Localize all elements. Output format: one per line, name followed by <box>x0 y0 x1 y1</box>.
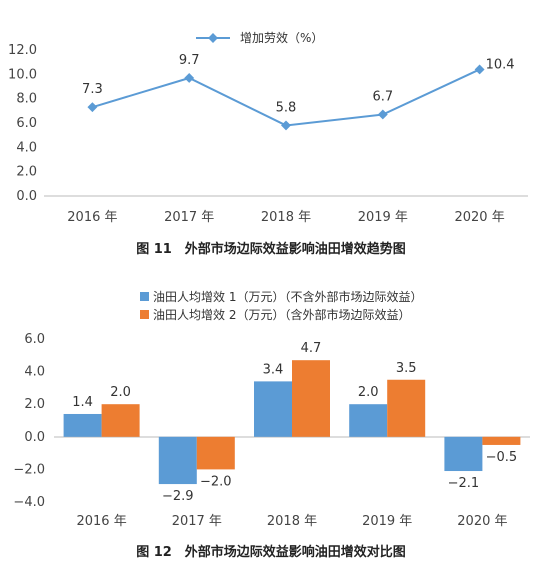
line-point <box>281 120 291 131</box>
bar-data-label: −2.0 <box>200 474 232 489</box>
bar-2 <box>196 436 235 470</box>
line-point <box>184 73 195 83</box>
line-data-label: 6.7 <box>372 89 393 104</box>
line-chart: 增加劳效（%） 0.02.04.06.08.010.012.0 2016 年 20… <box>8 30 528 257</box>
bar-x-tick-label: 2019 年 <box>362 514 412 529</box>
line-x-ticks: 2016 年 2017 年 2018 年 2019 年 2020 年 <box>67 210 504 225</box>
bar-data-label: 2.0 <box>358 385 379 400</box>
line-y-tick-label: 4.0 <box>16 140 37 155</box>
bar-data-label: 1.4 <box>72 395 93 410</box>
line-legend-label: 增加劳效（%） <box>240 30 323 45</box>
bar-x-tick-label: 2016 年 <box>76 514 126 529</box>
bar-x-ticks: 2016 年 2017 年 2018 年 2019 年 2020 年 <box>76 514 507 529</box>
line-y-tick-label: 10.0 <box>8 67 37 82</box>
bar-y-tick-label: 0.0 <box>24 430 45 445</box>
bar-1 <box>63 413 102 437</box>
bar-2 <box>387 379 426 437</box>
bar-chart-caption: 图 12 外部市场边际效益影响油田增效对比图 <box>136 544 406 560</box>
line-data-label: 10.4 <box>486 57 515 72</box>
bar-data-label: −2.1 <box>448 476 480 491</box>
bar-legend-swatch-1 <box>140 292 149 301</box>
bar-1 <box>254 381 292 437</box>
line-point <box>377 109 388 120</box>
bar-data-label: 4.7 <box>301 341 322 356</box>
line-series-path <box>92 68 481 127</box>
line-y-tick-label: 12.0 <box>8 43 37 58</box>
bar-x-tick-label: 2018 年 <box>267 514 317 529</box>
bar-data-label: −2.9 <box>162 489 194 504</box>
bar-1 <box>158 436 197 485</box>
bar-y-tick-label: 4.0 <box>24 365 45 380</box>
bar-1 <box>349 404 388 437</box>
line-data-label: 7.3 <box>82 82 103 97</box>
line-point <box>474 64 485 75</box>
line-x-tick-label: 2019 年 <box>358 210 408 225</box>
bar-x-tick-label: 2017 年 <box>172 514 222 529</box>
line-chart-caption: 图 11 外部市场边际效益影响油田增效趋势图 <box>136 241 406 257</box>
line-data-label: 5.8 <box>276 100 297 115</box>
line-y-axis: 0.0 2.0 4.0 6.0 8.0 10.0 12.0 <box>8 43 37 204</box>
line-x-tick-label: 2016 年 <box>67 210 117 225</box>
bar-legend-label-1: 油田人均增效 1（万元）（不含外部市场边际效益） <box>153 289 422 304</box>
bar-data-label: −0.5 <box>486 450 518 465</box>
line-point <box>87 102 98 113</box>
bar-data-label: 2.0 <box>110 385 131 400</box>
bar-x-tick-label: 2020 年 <box>457 514 507 529</box>
line-legend: 增加劳效（%） <box>196 30 323 45</box>
line-y-tick-label: 6.0 <box>16 116 37 131</box>
line-y-tick-label: 8.0 <box>16 92 37 107</box>
line-y-tick-label: 2.0 <box>16 165 37 180</box>
bar-y-axis: −4.0 −2.0 0.0 2.0 4.0 6.0 <box>13 332 45 510</box>
bar-y-tick-label: 6.0 <box>24 332 45 347</box>
bar-2 <box>292 360 330 437</box>
bar-legend-label-2: 油田人均增效 2（万元）（含外部市场边际效益） <box>153 307 410 322</box>
bar-y-tick-label: 2.0 <box>24 397 45 412</box>
bar-legend-swatch-2 <box>140 310 149 319</box>
line-x-tick-label: 2020 年 <box>454 210 504 225</box>
bar-2 <box>482 436 521 445</box>
line-series: 7.3 9.7 5.8 6.7 10.4 <box>82 53 515 131</box>
bar-y-tick-label: −4.0 <box>13 495 45 510</box>
line-x-tick-label: 2018 年 <box>261 210 311 225</box>
line-legend-marker <box>208 33 218 43</box>
bar-y-tick-label: −2.0 <box>13 462 45 477</box>
bar-data-label: 3.5 <box>396 361 417 376</box>
bar-legend: 油田人均增效 1（万元）（不含外部市场边际效益） 油田人均增效 2（万元）（含外… <box>140 289 422 322</box>
line-data-label: 9.7 <box>179 53 200 68</box>
line-x-tick-label: 2017 年 <box>164 210 214 225</box>
line-y-tick-label: 0.0 <box>16 189 37 204</box>
bar-series: 1.4 −2.9 3.4 2.0 −2.1 2.0 −2.0 4.7 3.5 −0.5 <box>63 341 521 504</box>
bar-data-label: 3.4 <box>263 362 284 377</box>
bar-1 <box>444 436 483 472</box>
bar-2 <box>101 404 140 437</box>
bar-chart: 油田人均增效 1（万元）（不含外部市场边际效益） 油田人均增效 2（万元）（含外… <box>13 289 530 560</box>
